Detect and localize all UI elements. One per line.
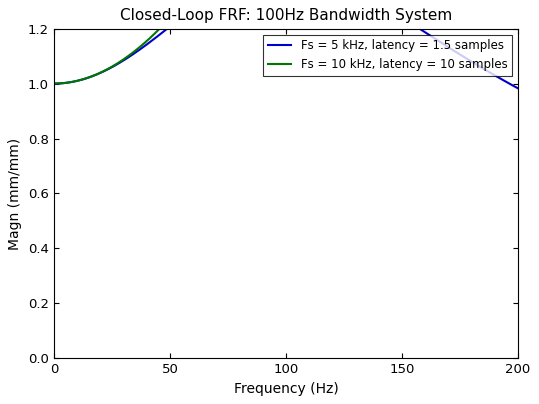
X-axis label: Frequency (Hz): Frequency (Hz) bbox=[233, 382, 338, 396]
Line: Fs = 5 kHz, latency = 1.5 samples: Fs = 5 kHz, latency = 1.5 samples bbox=[54, 0, 518, 88]
Legend: Fs = 5 kHz, latency = 1.5 samples, Fs = 10 kHz, latency = 10 samples: Fs = 5 kHz, latency = 1.5 samples, Fs = … bbox=[263, 35, 512, 76]
Y-axis label: Magn (mm/mm): Magn (mm/mm) bbox=[8, 137, 22, 250]
Fs = 10 kHz, latency = 10 samples bbox=[51, 81, 57, 86]
Fs = 5 kHz, latency = 1.5 samples bbox=[478, 65, 484, 69]
Fs = 5 kHz, latency = 1.5 samples bbox=[51, 81, 57, 86]
Line: Fs = 10 kHz, latency = 10 samples: Fs = 10 kHz, latency = 10 samples bbox=[54, 0, 518, 84]
Fs = 5 kHz, latency = 1.5 samples bbox=[501, 78, 507, 83]
Fs = 5 kHz, latency = 1.5 samples bbox=[515, 86, 521, 91]
Title: Closed-Loop FRF: 100Hz Bandwidth System: Closed-Loop FRF: 100Hz Bandwidth System bbox=[120, 8, 452, 23]
Fs = 5 kHz, latency = 1.5 samples bbox=[388, 8, 395, 13]
